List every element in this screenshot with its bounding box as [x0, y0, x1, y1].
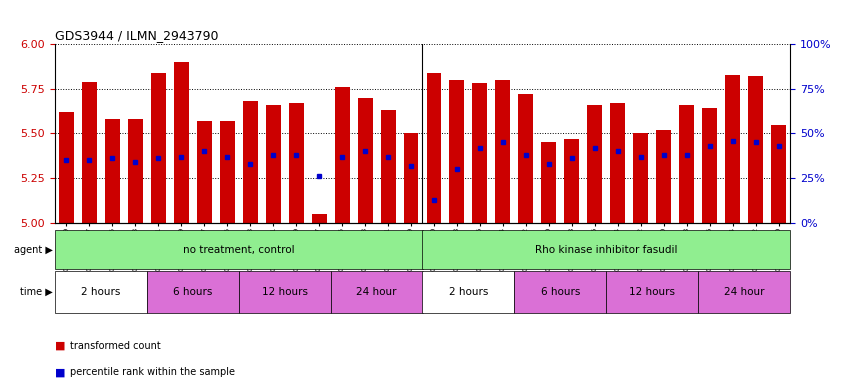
Text: transformed count: transformed count: [70, 341, 160, 351]
Text: 12 hours: 12 hours: [629, 287, 674, 297]
Bar: [289, 103, 303, 223]
Bar: [518, 94, 533, 223]
Bar: [59, 112, 73, 223]
Bar: [771, 124, 785, 223]
Text: 24 hour: 24 hour: [723, 287, 764, 297]
Bar: [55, 230, 422, 269]
Bar: [514, 271, 606, 313]
Text: 12 hours: 12 hours: [262, 287, 307, 297]
Bar: [151, 73, 165, 223]
Bar: [334, 87, 349, 223]
Bar: [656, 130, 670, 223]
Bar: [127, 119, 143, 223]
Text: no treatment, control: no treatment, control: [182, 245, 295, 255]
Bar: [239, 271, 330, 313]
Bar: [197, 121, 212, 223]
Bar: [242, 101, 257, 223]
Bar: [380, 110, 395, 223]
Bar: [403, 134, 418, 223]
Bar: [82, 82, 97, 223]
Bar: [265, 105, 280, 223]
Text: GDS3944 / ILMN_2943790: GDS3944 / ILMN_2943790: [55, 28, 218, 41]
Bar: [541, 142, 555, 223]
Bar: [174, 62, 188, 223]
Text: Rho kinase inhibitor fasudil: Rho kinase inhibitor fasudil: [534, 245, 677, 255]
Bar: [330, 271, 422, 313]
Text: 6 hours: 6 hours: [173, 287, 212, 297]
Bar: [564, 139, 579, 223]
Bar: [426, 73, 441, 223]
Bar: [311, 214, 326, 223]
Text: 24 hour: 24 hour: [356, 287, 397, 297]
Bar: [422, 230, 789, 269]
Bar: [606, 271, 697, 313]
Bar: [724, 74, 739, 223]
Bar: [55, 271, 147, 313]
Bar: [147, 271, 239, 313]
Text: 2 hours: 2 hours: [448, 287, 488, 297]
Bar: [587, 105, 602, 223]
Bar: [422, 271, 514, 313]
Text: 2 hours: 2 hours: [81, 287, 121, 297]
Text: agent ▶: agent ▶: [14, 245, 53, 255]
Bar: [357, 98, 372, 223]
Bar: [701, 108, 717, 223]
Text: ■: ■: [55, 341, 65, 351]
Bar: [219, 121, 235, 223]
Text: 6 hours: 6 hours: [540, 287, 579, 297]
Bar: [632, 134, 647, 223]
Bar: [609, 103, 625, 223]
Bar: [495, 80, 510, 223]
Text: time ▶: time ▶: [20, 287, 53, 297]
Bar: [472, 83, 487, 223]
Text: ■: ■: [55, 367, 65, 377]
Bar: [449, 80, 464, 223]
Text: percentile rank within the sample: percentile rank within the sample: [70, 367, 235, 377]
Bar: [747, 76, 762, 223]
Bar: [105, 119, 120, 223]
Bar: [697, 271, 789, 313]
Bar: [679, 105, 693, 223]
